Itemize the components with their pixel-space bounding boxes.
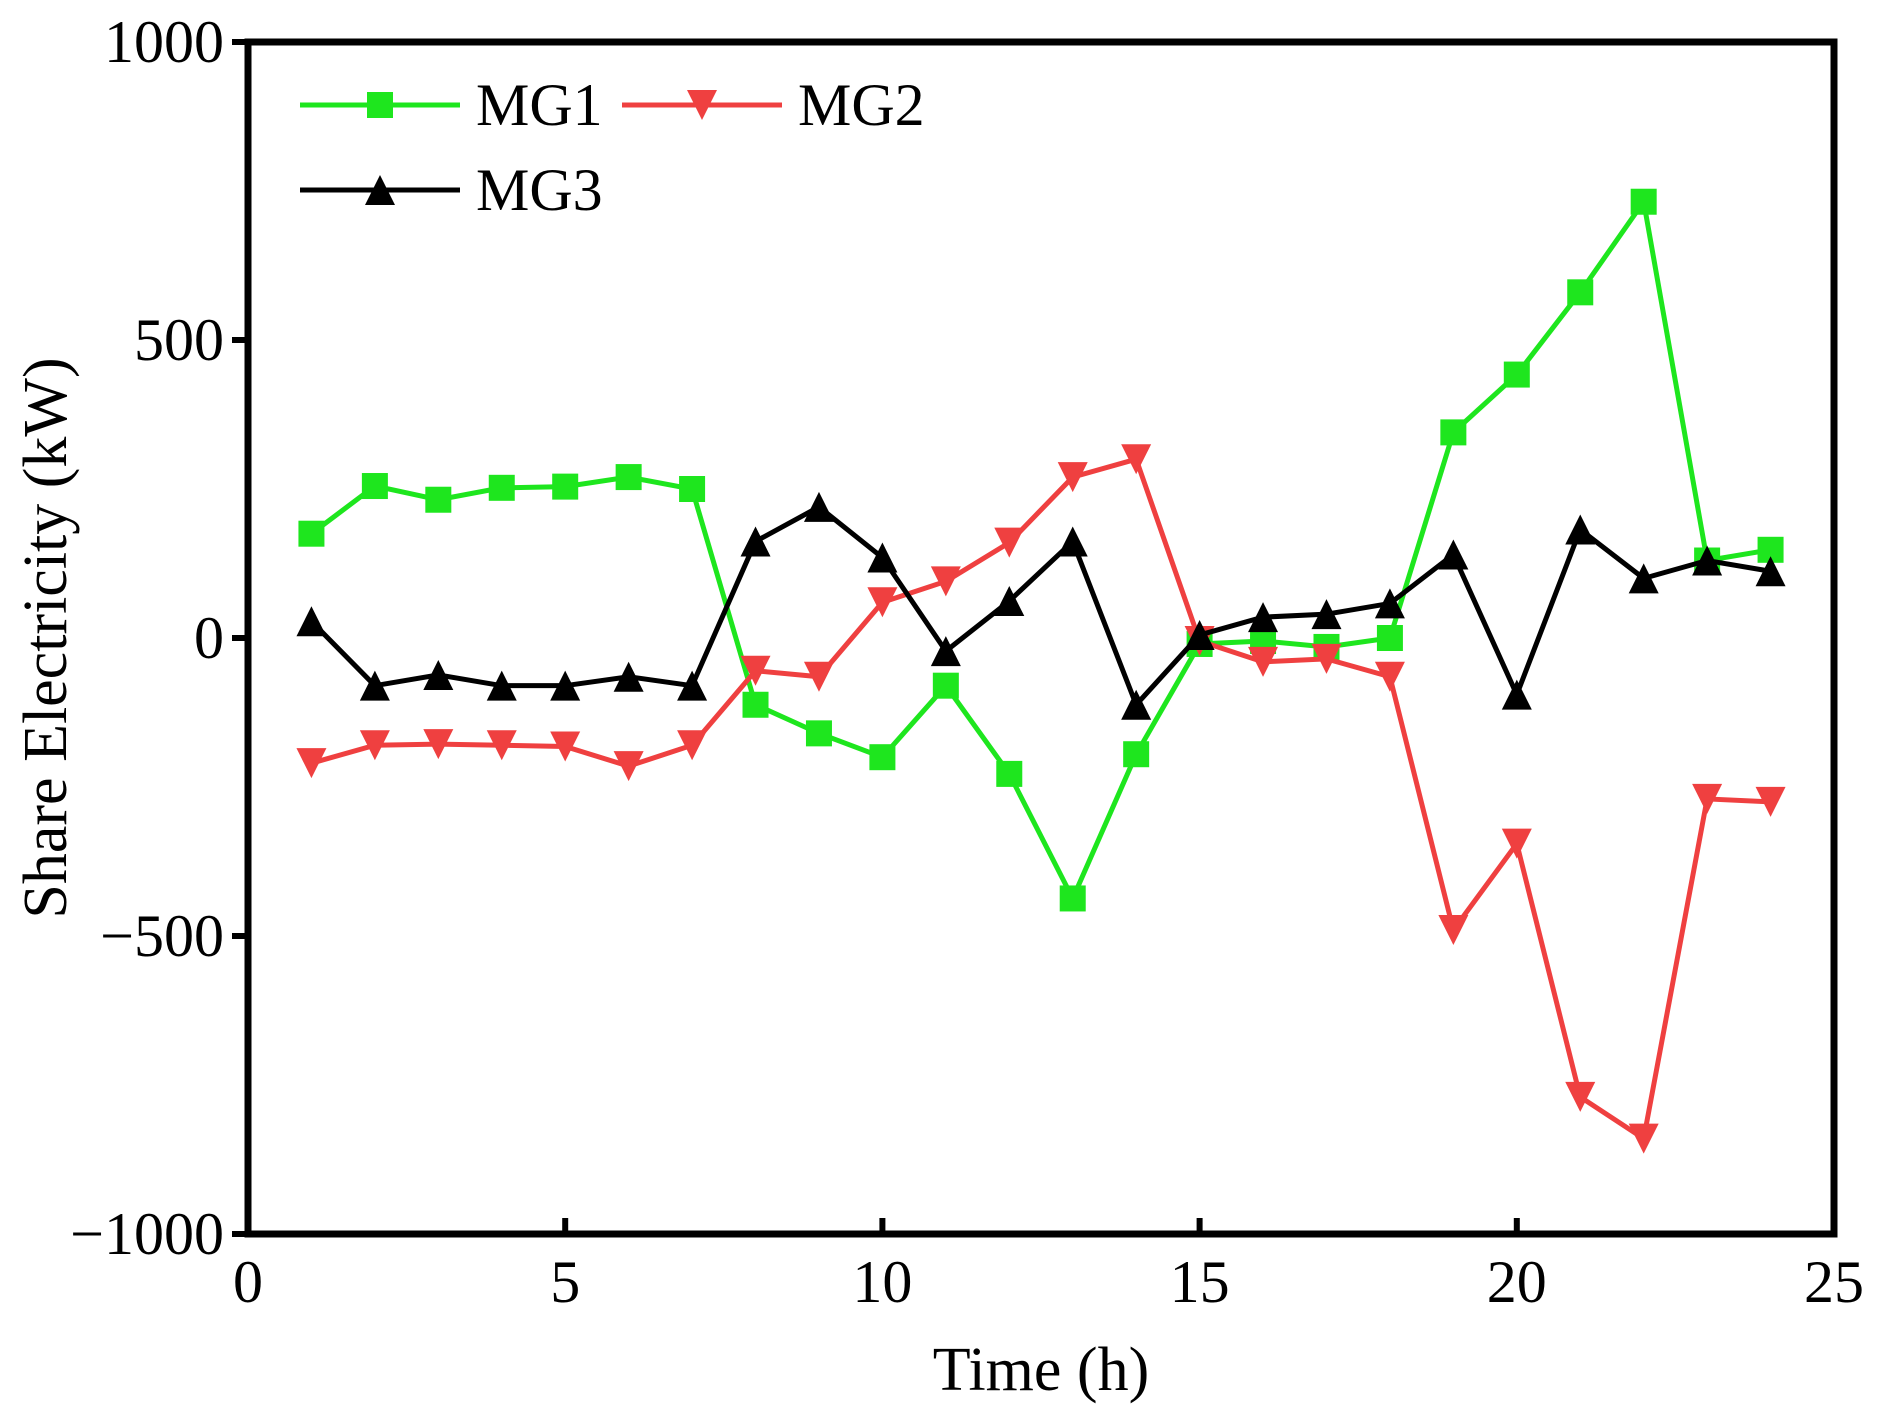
- data-point-mg2-16: [1248, 646, 1279, 677]
- data-point-mg3-23: [1692, 545, 1723, 576]
- data-point-mg3-20: [1501, 679, 1532, 710]
- x-tick-label-10: 10: [852, 1249, 912, 1315]
- legend-item-mg3: MG3: [300, 157, 603, 223]
- y-tick-label--1000: −1000: [70, 1201, 224, 1267]
- data-point-mg2-9: [803, 661, 834, 692]
- series-line-mg1: [309, 195, 1771, 905]
- data-point-mg1-18: [1376, 625, 1403, 651]
- data-point-mg2-18: [1374, 661, 1405, 692]
- data-point-mg3-16: [1248, 602, 1279, 633]
- data-point-mg3-3: [423, 659, 454, 690]
- data-point-mg3-24: [1755, 556, 1786, 587]
- data-point-mg3-4: [486, 670, 517, 701]
- x-tick-label-20: 20: [1487, 1249, 1547, 1315]
- data-point-mg3-19: [1438, 539, 1469, 570]
- legend-marker-mg1: [367, 92, 393, 118]
- data-point-mg2-22: [1628, 1123, 1659, 1154]
- series-mg3: [296, 491, 1786, 720]
- data-point-mg1-6: [615, 464, 642, 491]
- data-point-mg2-6: [613, 751, 644, 782]
- legend-label-mg2: MG2: [798, 72, 925, 138]
- data-point-mg2-17: [1311, 643, 1342, 674]
- series-line-mg3: [309, 503, 1771, 710]
- series-mg1: [298, 188, 1784, 912]
- legend-marker-mg2: [687, 90, 717, 120]
- data-point-mg3-6: [613, 661, 644, 692]
- data-point-mg3-10: [867, 542, 898, 573]
- x-axis-label: Time (h): [933, 1336, 1149, 1404]
- data-point-mg3-7: [677, 670, 708, 701]
- x-tick-label-5: 5: [550, 1249, 580, 1315]
- data-point-mg2-19: [1438, 915, 1469, 946]
- data-point-mg2-7: [677, 730, 708, 761]
- data-point-mg3-12: [994, 586, 1025, 617]
- x-tick-label-25: 25: [1804, 1249, 1864, 1315]
- data-point-mg2-14: [1121, 444, 1152, 475]
- data-point-mg3-1: [296, 606, 327, 637]
- legend-label-mg3: MG3: [476, 157, 603, 223]
- data-point-mg2-12: [994, 527, 1025, 558]
- series-mg2: [296, 444, 1786, 1154]
- data-point-mg1-8: [742, 691, 769, 718]
- y-axis-label: Share Electricity (kW): [12, 357, 80, 918]
- data-point-mg1-3: [425, 486, 452, 513]
- legend: MG1 MG2 MG3: [300, 72, 925, 223]
- data-point-mg2-13: [1057, 462, 1088, 493]
- data-point-mg2-3: [423, 729, 454, 760]
- data-point-mg1-12: [996, 760, 1023, 787]
- legend-marker-mg3: [365, 175, 395, 205]
- data-point-mg3-13: [1057, 526, 1088, 557]
- data-point-mg3-5: [550, 670, 581, 701]
- data-point-mg1-9: [805, 720, 832, 747]
- data-point-mg2-2: [359, 730, 390, 761]
- data-point-mg1-1: [298, 520, 325, 547]
- legend-label-mg1: MG1: [476, 72, 603, 138]
- legend-item-mg2: MG2: [622, 72, 925, 138]
- data-point-mg3-17: [1311, 599, 1342, 630]
- plot-area: [296, 188, 1786, 1154]
- data-point-mg1-11: [932, 672, 959, 699]
- data-point-mg2-20: [1501, 828, 1532, 859]
- data-point-mg3-18: [1374, 588, 1405, 619]
- axes: 0 5 10 15 20 25 −1000 −500 0 500 1000: [70, 9, 1864, 1315]
- data-point-mg3-11: [930, 636, 961, 667]
- y-tick-label-0: 0: [194, 605, 224, 671]
- series-line-mg2: [310, 456, 1771, 1143]
- data-point-mg2-5: [550, 731, 581, 762]
- y-tick-label-500: 500: [134, 307, 224, 373]
- data-point-mg1-21: [1567, 279, 1594, 306]
- data-point-mg2-11: [930, 566, 961, 597]
- data-point-mg2-24: [1755, 786, 1786, 817]
- data-point-mg3-21: [1565, 514, 1596, 545]
- data-point-mg2-23: [1692, 783, 1723, 814]
- data-point-mg3-2: [359, 670, 390, 701]
- data-point-mg1-4: [488, 474, 515, 501]
- data-point-mg3-9: [803, 491, 834, 522]
- y-tick-label--500: −500: [100, 903, 224, 969]
- x-tick-label-0: 0: [233, 1249, 263, 1315]
- data-point-mg3-22: [1628, 563, 1659, 594]
- legend-item-mg1: MG1: [300, 72, 603, 138]
- data-point-mg1-22: [1630, 188, 1657, 215]
- data-point-mg1-13: [1059, 885, 1086, 912]
- data-point-mg2-4: [486, 730, 517, 761]
- data-point-mg1-20: [1503, 361, 1530, 388]
- data-point-mg2-8: [740, 655, 771, 686]
- data-point-mg3-8: [740, 526, 771, 557]
- data-point-mg1-7: [679, 476, 706, 502]
- data-point-mg2-10: [867, 587, 898, 618]
- data-point-mg1-5: [552, 473, 579, 500]
- data-point-mg1-2: [361, 473, 388, 500]
- x-tick-label-15: 15: [1170, 1249, 1230, 1315]
- data-point-mg1-14: [1123, 741, 1150, 768]
- data-point-mg2-1: [296, 748, 327, 779]
- data-point-mg3-14: [1121, 689, 1152, 720]
- data-point-mg1-10: [869, 744, 896, 771]
- y-tick-label-1000: 1000: [104, 9, 224, 75]
- data-point-mg2-21: [1565, 1081, 1596, 1112]
- data-point-mg1-19: [1440, 419, 1467, 446]
- data-point-mg3-15: [1184, 620, 1215, 651]
